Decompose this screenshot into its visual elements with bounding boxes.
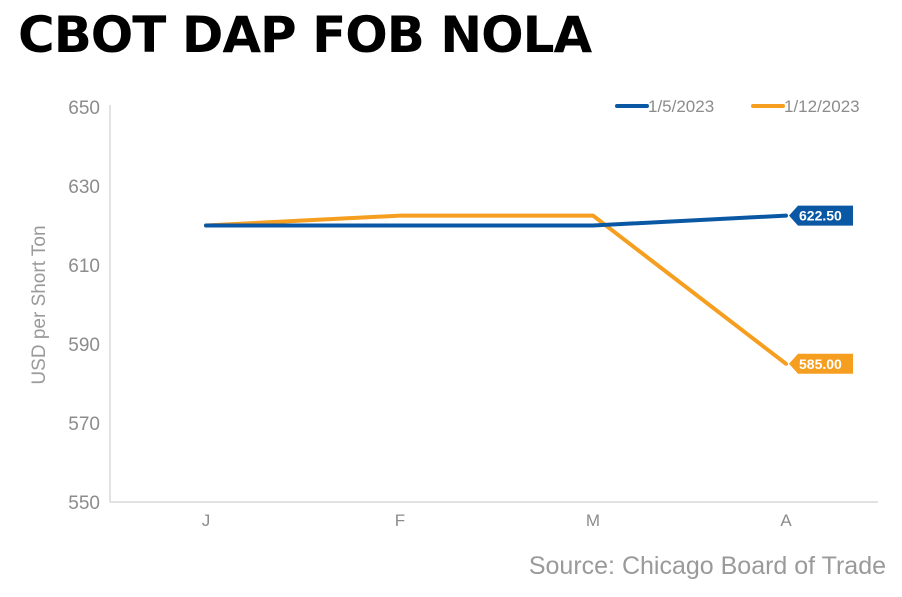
data-label: 622.50 bbox=[799, 208, 842, 224]
data-label: 585.00 bbox=[799, 356, 842, 372]
data-label-tag bbox=[789, 353, 853, 374]
legend-label: 1/12/2023 bbox=[784, 97, 860, 116]
series-line-0 bbox=[204, 213, 788, 228]
x-tick-label: J bbox=[202, 511, 211, 530]
source-note: Source: Chicago Board of Trade bbox=[528, 552, 886, 580]
x-tick-label: A bbox=[780, 511, 792, 530]
y-tick-label: 550 bbox=[68, 493, 100, 514]
legend-label: 1/5/2023 bbox=[648, 97, 714, 116]
y-tick-label: 650 bbox=[68, 98, 100, 119]
data-labels: 622.50 585.00 bbox=[789, 205, 853, 374]
series-lines bbox=[204, 213, 788, 366]
y-tick-label: 630 bbox=[68, 177, 100, 198]
y-tick-label: 610 bbox=[68, 256, 100, 277]
chart-title: CBOT DAP FOB NOLA bbox=[18, 6, 592, 64]
series-line-1 bbox=[204, 213, 788, 366]
legend: 1/5/2023 1/12/2023 bbox=[615, 97, 860, 116]
y-tick-labels: 650 630 610 590 570 550 bbox=[68, 98, 100, 514]
x-tick-label: F bbox=[395, 511, 405, 530]
data-label-tag bbox=[789, 205, 853, 226]
y-tick-label: 570 bbox=[68, 414, 100, 435]
x-tick-label: M bbox=[586, 511, 600, 530]
y-tick-label: 590 bbox=[68, 335, 100, 356]
y-axis-label: USD per Short Ton bbox=[29, 225, 50, 384]
axes bbox=[109, 105, 878, 503]
